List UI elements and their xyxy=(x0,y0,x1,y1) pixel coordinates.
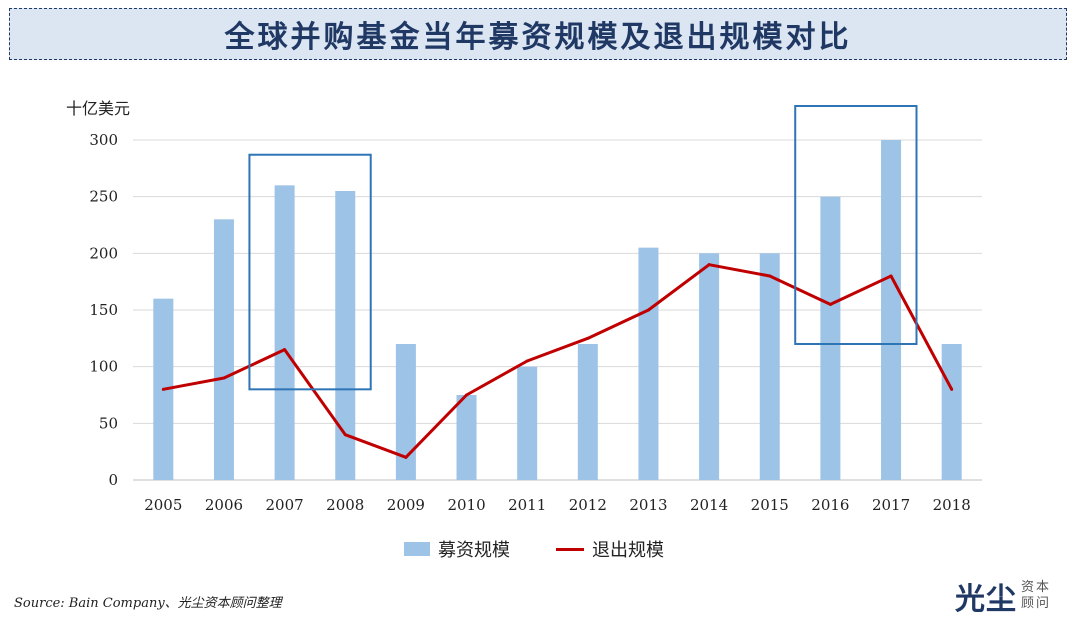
x-tick-label: 2012 xyxy=(569,496,607,514)
x-tick-label: 2008 xyxy=(326,496,364,514)
line-point-2017 xyxy=(889,274,893,278)
x-tick-label: 2018 xyxy=(933,496,971,514)
bar-2013 xyxy=(638,247,659,480)
y-tick-label: 250 xyxy=(89,188,118,206)
bar-2006 xyxy=(213,219,234,481)
exit-scale-line xyxy=(163,263,954,459)
bar-2014 xyxy=(699,253,720,480)
line-point-2006 xyxy=(222,376,226,380)
logo-sub: 资本 顾问 xyxy=(1021,580,1051,612)
chart-legend: 募资规模 退出规模 xyxy=(404,536,664,562)
bar-swatch-icon xyxy=(404,542,430,556)
line-point-2015 xyxy=(768,274,772,278)
y-tick-label: 200 xyxy=(89,244,118,262)
x-tick-label: 2014 xyxy=(690,496,728,514)
logo-sub-line1: 资本 xyxy=(1021,580,1052,595)
y-tick-label: 50 xyxy=(99,414,118,432)
legend-item-line: 退出规模 xyxy=(556,536,664,562)
legend-item-bar: 募资规模 xyxy=(404,536,510,562)
bar-2017 xyxy=(881,140,902,480)
x-tick-label: 2015 xyxy=(751,496,789,514)
line-point-2007 xyxy=(283,348,287,352)
line-point-2016 xyxy=(828,302,832,306)
y-axis-unit-label: 十亿美元 xyxy=(66,99,131,118)
bar-2015 xyxy=(759,253,780,480)
line-point-2018 xyxy=(950,387,954,391)
line-swatch-icon xyxy=(556,547,584,551)
source-note: Source: Bain Company、光尘资本顾问整理 xyxy=(14,596,282,611)
line-point-2008 xyxy=(343,433,347,437)
x-tick-label: 2013 xyxy=(629,496,667,514)
y-tick-label: 0 xyxy=(108,471,118,489)
bar-2010 xyxy=(456,395,477,480)
title-banner: 全球并购基金当年募资规模及退出规模对比 xyxy=(9,8,1067,60)
y-tick-label: 100 xyxy=(89,358,118,376)
line-point-2009 xyxy=(404,455,408,459)
x-tick-label: 2006 xyxy=(205,496,243,514)
legend-line-label: 退出规模 xyxy=(592,540,664,561)
x-tick-label: 2005 xyxy=(144,496,182,514)
x-tick-label: 2017 xyxy=(872,496,910,514)
chart-title: 全球并购基金当年募资规模及退出规模对比 xyxy=(224,20,852,55)
brand-logo: 光尘 资本 顾问 xyxy=(955,574,1051,618)
line-point-2013 xyxy=(646,308,650,312)
logo-sub-line2: 顾问 xyxy=(1021,596,1052,611)
bar-2012 xyxy=(577,344,598,480)
line-point-2011 xyxy=(525,359,529,363)
x-tick-label: 2010 xyxy=(447,496,485,514)
x-tick-label: 2007 xyxy=(266,496,304,514)
highlight-box-2 xyxy=(794,105,918,345)
x-tick-label: 2009 xyxy=(387,496,425,514)
y-tick-label: 300 xyxy=(89,131,118,149)
line-point-2014 xyxy=(707,263,711,267)
bar-2016 xyxy=(820,196,841,480)
bar-2008 xyxy=(335,191,356,480)
bar-2009 xyxy=(395,344,416,480)
legend-bar-label: 募资规模 xyxy=(438,540,510,561)
bar-2011 xyxy=(517,366,538,480)
x-tick-label: 2016 xyxy=(811,496,849,514)
line-point-2010 xyxy=(465,393,469,397)
line-point-2012 xyxy=(586,336,590,340)
bar-2007 xyxy=(274,185,295,481)
line-point-2005 xyxy=(161,387,165,391)
highlight-box-1 xyxy=(248,153,372,391)
logo-main-text: 光尘 xyxy=(955,582,1017,617)
bar-2018 xyxy=(941,344,962,480)
x-tick-label: 2011 xyxy=(508,496,546,514)
y-tick-label: 150 xyxy=(89,301,118,319)
